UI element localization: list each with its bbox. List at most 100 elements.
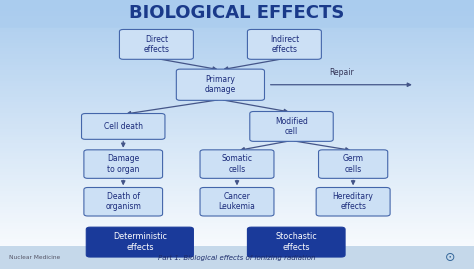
Bar (0, 129, 474, 132)
Bar (0, 246, 474, 269)
Bar (0, 213, 474, 215)
Bar (0, 94, 474, 97)
Text: BIOLOGICAL EFFECTS: BIOLOGICAL EFFECTS (129, 5, 345, 22)
FancyBboxPatch shape (86, 227, 193, 257)
Bar (0, 83, 474, 86)
FancyBboxPatch shape (250, 111, 333, 141)
Bar (0, 16, 474, 19)
Bar (0, 73, 474, 75)
Bar (0, 110, 474, 113)
Bar (0, 5, 474, 8)
Bar (0, 11, 474, 13)
Text: ⊙: ⊙ (445, 251, 456, 264)
Bar (0, 102, 474, 105)
FancyBboxPatch shape (200, 150, 274, 178)
Bar (0, 62, 474, 65)
Bar (0, 35, 474, 38)
Bar (0, 204, 474, 207)
Bar (0, 151, 474, 153)
Bar (0, 19, 474, 22)
Bar (0, 108, 474, 110)
Text: Primary
damage: Primary damage (205, 75, 236, 94)
Bar (0, 156, 474, 159)
Bar (0, 46, 474, 48)
Bar (0, 3, 474, 5)
Bar (0, 221, 474, 223)
Bar (0, 59, 474, 62)
FancyBboxPatch shape (319, 150, 388, 178)
Bar (0, 121, 474, 124)
Bar (0, 148, 474, 151)
Bar (0, 67, 474, 70)
Text: Nuclear Medicine: Nuclear Medicine (9, 255, 61, 260)
Text: Direct
effects: Direct effects (144, 35, 169, 54)
Bar (0, 194, 474, 196)
Bar (0, 229, 474, 231)
Bar (0, 164, 474, 167)
Bar (0, 143, 474, 145)
Bar (0, 245, 474, 247)
Bar (0, 124, 474, 126)
FancyBboxPatch shape (247, 30, 321, 59)
Bar (0, 51, 474, 54)
Bar (0, 186, 474, 188)
Bar (0, 237, 474, 239)
Bar (0, 266, 474, 269)
Bar (0, 126, 474, 129)
FancyBboxPatch shape (176, 69, 264, 100)
Bar (0, 89, 474, 91)
Bar (0, 70, 474, 73)
Bar (0, 54, 474, 56)
Bar (0, 113, 474, 116)
Bar (0, 183, 474, 186)
Bar (0, 178, 474, 180)
Text: Germ
cells: Germ cells (343, 154, 364, 174)
Bar (0, 247, 474, 250)
Bar (0, 175, 474, 178)
Bar (0, 218, 474, 221)
Bar (0, 210, 474, 213)
Bar (0, 242, 474, 245)
Bar (0, 43, 474, 46)
Text: Deterministic
effects: Deterministic effects (113, 232, 167, 252)
Bar (0, 0, 474, 28)
Bar (0, 0, 474, 3)
Bar (0, 116, 474, 118)
Bar (0, 172, 474, 175)
Bar (0, 191, 474, 194)
Bar (0, 239, 474, 242)
Bar (0, 91, 474, 94)
Bar (0, 118, 474, 121)
Bar (0, 261, 474, 264)
Bar (0, 231, 474, 234)
Bar (0, 30, 474, 32)
Bar (0, 65, 474, 67)
Bar (0, 250, 474, 253)
Text: Part 1. Biological effects of ionizing radiation: Part 1. Biological effects of ionizing r… (158, 255, 316, 261)
Bar (0, 105, 474, 108)
FancyBboxPatch shape (84, 187, 163, 216)
Bar (0, 258, 474, 261)
FancyBboxPatch shape (82, 114, 165, 139)
Bar (0, 56, 474, 59)
Text: Death of
organism: Death of organism (105, 192, 141, 211)
Text: Cancer
Leukemia: Cancer Leukemia (219, 192, 255, 211)
Bar (0, 8, 474, 11)
Bar (0, 38, 474, 40)
Bar (0, 223, 474, 226)
Text: Indirect
effects: Indirect effects (270, 35, 299, 54)
Bar (0, 199, 474, 202)
Bar (0, 48, 474, 51)
Bar (0, 234, 474, 237)
Bar (0, 256, 474, 258)
Bar (0, 180, 474, 183)
Text: Somatic
cells: Somatic cells (221, 154, 253, 174)
Bar (0, 78, 474, 81)
Bar (0, 75, 474, 78)
FancyBboxPatch shape (119, 30, 193, 59)
Bar (0, 132, 474, 134)
Text: Repair: Repair (329, 68, 354, 77)
Bar (0, 167, 474, 169)
Bar (0, 145, 474, 148)
Text: Stochastic
effects: Stochastic effects (275, 232, 317, 252)
